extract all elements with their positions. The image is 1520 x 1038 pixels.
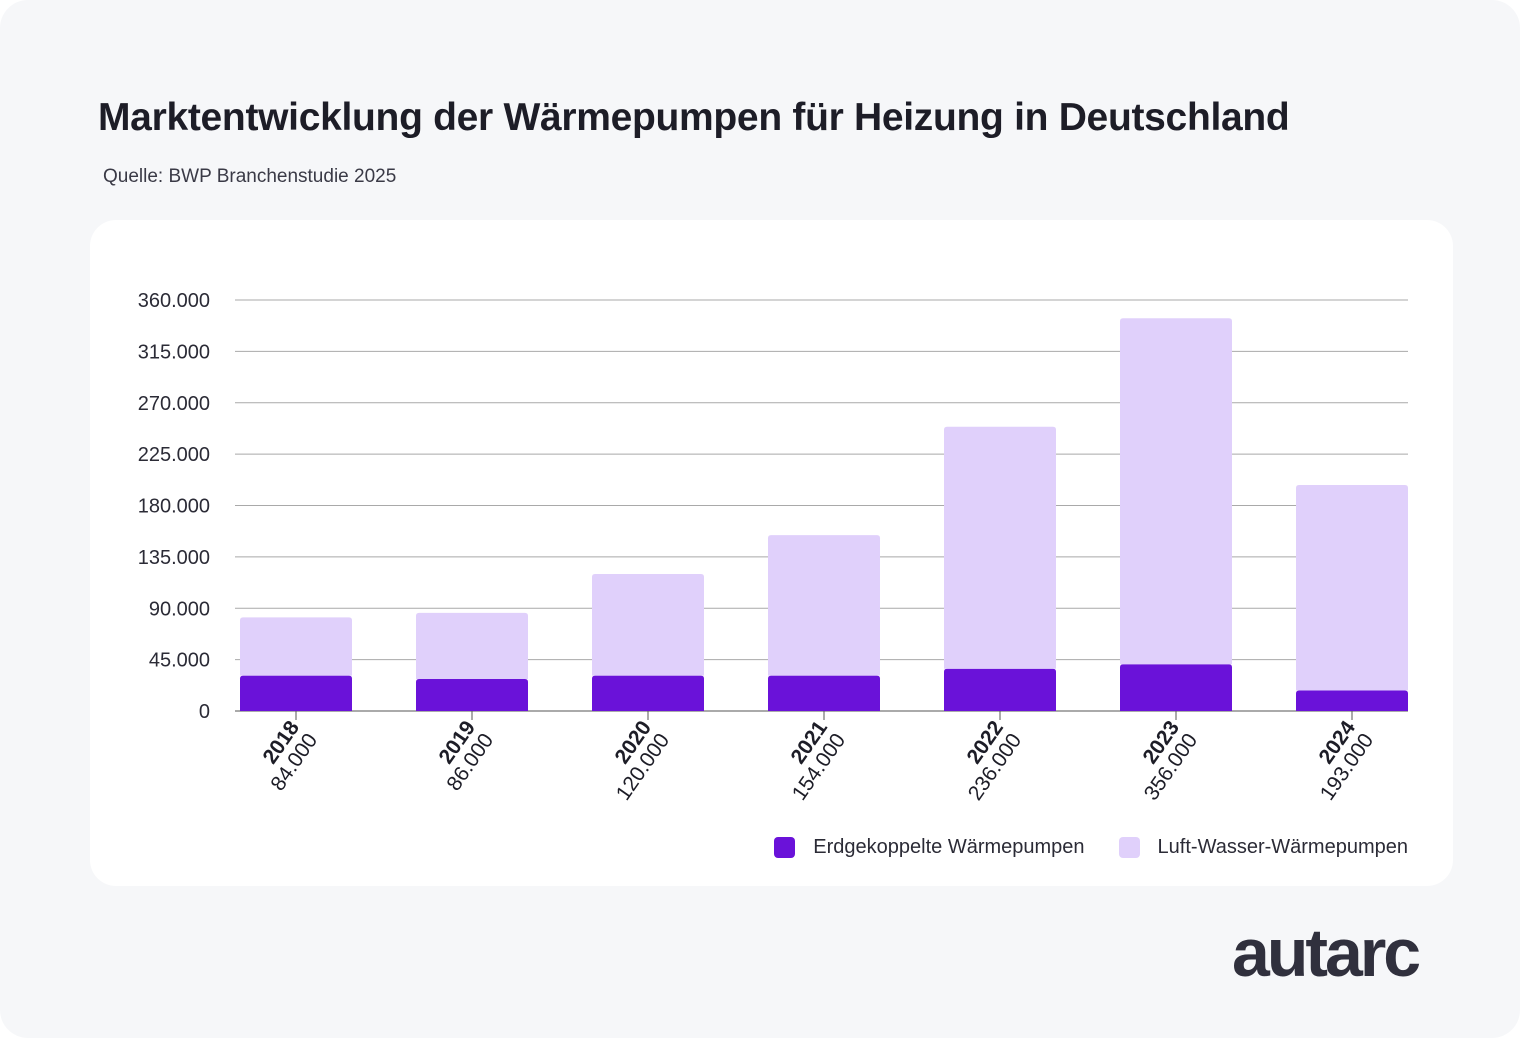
x-tick-label: 2024193.000 — [1298, 716, 1379, 804]
legend-label-erdgekoppelt: Erdgekoppelte Wärmepumpen — [813, 836, 1085, 858]
bar-segment-luft-wasser — [416, 612, 528, 680]
chart-legend: Erdgekoppelte Wärmepumpen Luft-Wasser-Wä… — [774, 836, 1408, 859]
legend-item-erdgekoppelt: Erdgekoppelte Wärmepumpen — [774, 836, 1085, 859]
bar-segment-erdgekoppelt — [944, 668, 1056, 711]
x-tick-label: 201986.000 — [424, 717, 498, 795]
y-tick-label: 45.000 — [149, 650, 210, 672]
legend-swatch-erdgekoppelt — [774, 837, 796, 858]
y-tick-label: 90.000 — [149, 598, 210, 620]
x-tick-label: 2023356.000 — [1122, 717, 1202, 805]
y-tick-label: 270.000 — [138, 393, 210, 415]
stacked-bar-chart: 0 45.000 90.000 135.000 180.000 225.000 270.00… — [138, 290, 1408, 805]
x-tick-label: 201884.000 — [248, 716, 322, 795]
y-tick-label: 225.000 — [138, 444, 210, 466]
bar-segment-luft-wasser — [1120, 318, 1232, 665]
bar-segment-erdgekoppelt — [240, 675, 352, 711]
x-tick-label: 2022236.000 — [946, 717, 1026, 805]
bar-segment-luft-wasser — [944, 426, 1056, 669]
bar-segment-erdgekoppelt — [416, 679, 528, 711]
y-tick-label: 315.000 — [138, 341, 210, 363]
bar-segment-luft-wasser — [592, 574, 704, 676]
bar-segment-luft-wasser — [240, 617, 352, 676]
page-title: Marktentwicklung der Wärmepumpen für Hei… — [98, 96, 1290, 139]
y-tick-label: 0 — [199, 701, 210, 723]
legend-item-luft-wasser: Luft-Wasser-Wärmepumpen — [1118, 836, 1408, 859]
bar-segment-erdgekoppelt — [1120, 664, 1232, 711]
bar-segment-luft-wasser — [1296, 484, 1408, 691]
y-tick-label: 360.000 — [138, 290, 210, 312]
y-tick-label: 180.000 — [138, 496, 210, 518]
bar-segment-erdgekoppelt — [1296, 690, 1408, 711]
source-note: Quelle: BWP Branchenstudie 2025 — [103, 166, 397, 187]
x-tick-label: 2021154.000 — [770, 716, 851, 804]
brand-logo: autarc — [1232, 915, 1421, 991]
y-tick-label: 135.000 — [138, 547, 210, 569]
bar-segment-luft-wasser — [768, 535, 880, 676]
legend-swatch-luft-wasser — [1118, 837, 1140, 858]
chart-card: 0 45.000 90.000 135.000 180.000 225.000 270.00… — [90, 220, 1453, 886]
bar-segment-erdgekoppelt — [592, 675, 704, 711]
x-tick-label: 2020120.000 — [594, 717, 674, 805]
legend-label-luft-wasser: Luft-Wasser-Wärmepumpen — [1157, 836, 1408, 858]
bar-segment-erdgekoppelt — [768, 675, 880, 711]
